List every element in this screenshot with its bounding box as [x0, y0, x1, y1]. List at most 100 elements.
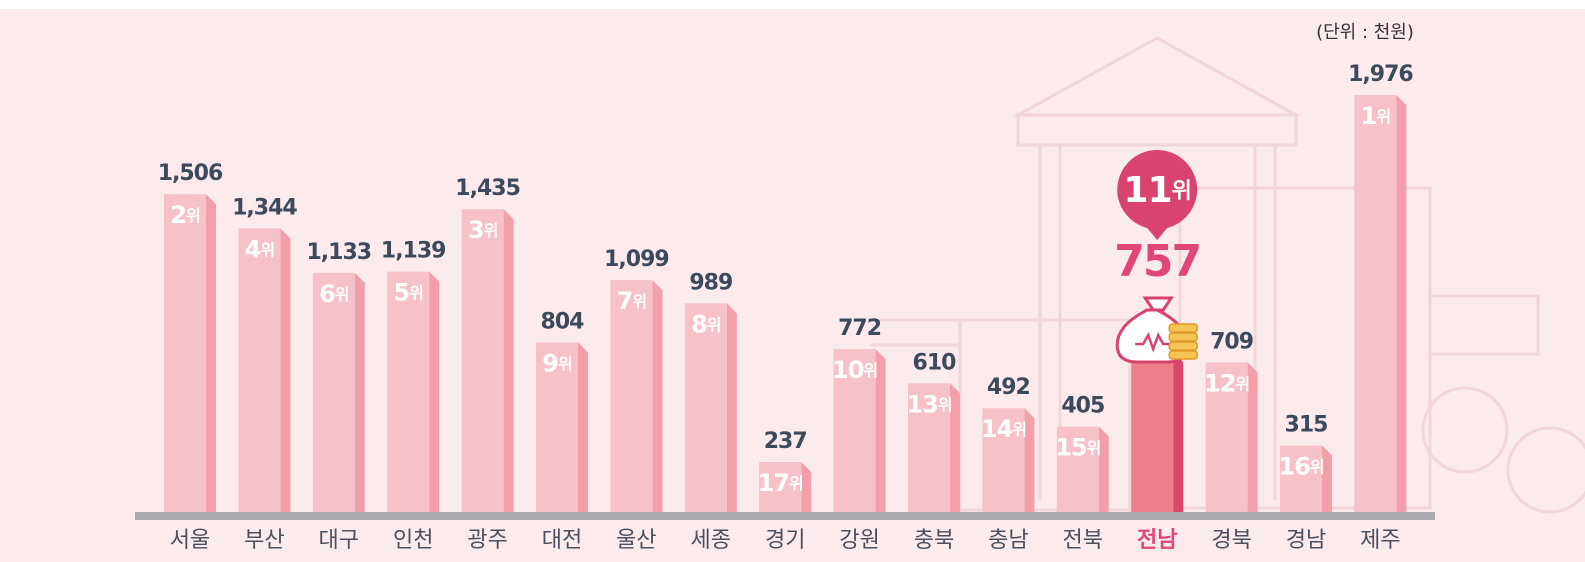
rank-unit: 위 [1087, 438, 1101, 457]
x-tick-label: 대전 [542, 528, 582, 553]
bar-side [503, 209, 514, 512]
bar [1280, 445, 1322, 512]
x-tick-label: 전남 [1137, 528, 1177, 553]
value-label: 772 [838, 316, 881, 341]
x-tick-label: 경남 [1286, 528, 1326, 553]
x-tick-label: 충남 [988, 528, 1028, 553]
rank-label: 17위 [758, 469, 803, 497]
x-tick-label: 울산 [616, 528, 656, 553]
rank-number: 8 [691, 310, 707, 338]
coin [1168, 332, 1198, 342]
rank-number: 17 [758, 469, 789, 497]
bar-side [1173, 352, 1184, 512]
bar [164, 194, 206, 512]
bar [684, 303, 727, 512]
x-tick-label: 서울 [170, 528, 210, 553]
rank-number: 11 [1124, 170, 1172, 211]
value-label: 804 [541, 309, 585, 334]
bar [759, 461, 802, 512]
won-sign [1135, 331, 1170, 353]
x-tick-label: 경기 [765, 528, 805, 553]
bar-side [1024, 408, 1035, 512]
rank-label: 3위 [468, 216, 497, 244]
rank-number: 1 [1361, 102, 1377, 130]
value-label: 610 [913, 350, 957, 375]
value-label: 1,506 [158, 161, 223, 186]
rank-label: 2위 [170, 201, 199, 229]
bar-side [1396, 95, 1407, 513]
rank-number: 12 [1204, 369, 1235, 397]
coin [1168, 341, 1198, 351]
rank-unit: 위 [1012, 420, 1026, 439]
rank-label: 5위 [393, 279, 422, 307]
rank-label: 6위 [319, 280, 348, 308]
rank-unit: 위 [335, 284, 349, 303]
callout-value: 757 [1114, 236, 1200, 287]
bar [908, 383, 950, 512]
bar-side [354, 272, 365, 512]
value-label: 405 [1061, 394, 1104, 419]
bar-side [1247, 362, 1258, 512]
bar [238, 228, 281, 512]
rank-unit: 위 [186, 206, 200, 225]
bar-side [950, 383, 960, 512]
bar-side [429, 271, 440, 512]
value-label: 492 [987, 375, 1030, 400]
bar-side [726, 303, 737, 512]
callout-bubble [1117, 150, 1198, 240]
bar-side [578, 342, 588, 512]
rank-number: 10 [832, 356, 864, 384]
rank-unit: 위 [1235, 374, 1249, 393]
unit-note: (단위 : 천원) [1316, 22, 1414, 43]
rank-number: 3 [468, 216, 484, 244]
rank-number: 6 [319, 280, 335, 308]
bar-side [1098, 426, 1109, 512]
callout-rank: 11위 [1124, 170, 1191, 211]
bar [1354, 95, 1397, 513]
money-icon [1115, 296, 1198, 364]
rank-number: 14 [981, 415, 1013, 443]
rank-label: 4위 [245, 235, 274, 263]
bar [833, 349, 876, 512]
value-label: 989 [689, 270, 732, 295]
rank-label: 12위 [1204, 369, 1249, 397]
rank-label: 16위 [1278, 453, 1323, 481]
rank-unit: 위 [558, 354, 572, 373]
rank-label: 1위 [1361, 102, 1390, 130]
x-tick-label: 제주 [1360, 528, 1400, 553]
rank-unit: 위 [1172, 179, 1191, 204]
bar [461, 209, 504, 512]
value-label: 315 [1285, 413, 1328, 438]
x-tick-label: 대구 [319, 528, 359, 553]
value-label: 1,133 [307, 240, 372, 265]
rank-label: 10위 [832, 356, 877, 384]
bar-side [1322, 445, 1332, 512]
rank-label: 9위 [542, 349, 571, 377]
rank-unit: 위 [409, 283, 423, 302]
rank-number: 13 [906, 390, 937, 418]
value-label: 709 [1210, 329, 1253, 354]
bar-side [875, 349, 886, 512]
x-tick-label: 부산 [244, 528, 284, 553]
bar [1205, 362, 1248, 512]
rank-unit: 위 [789, 473, 803, 492]
x-tick-label: 세종 [691, 528, 731, 553]
bar [1056, 426, 1099, 512]
bar-side [801, 461, 812, 512]
bar-side [206, 194, 216, 512]
bar [982, 408, 1025, 512]
bar-side [280, 228, 291, 512]
bar [536, 342, 578, 512]
x-tick-label: 전북 [1063, 528, 1103, 553]
rank-unit: 위 [1310, 457, 1324, 476]
rank-number: 15 [1055, 434, 1087, 462]
baseline [135, 512, 1435, 520]
rank-number: 9 [542, 349, 558, 377]
value-label: 1,344 [232, 195, 297, 220]
rank-number: 5 [393, 279, 409, 307]
bar [1131, 352, 1174, 512]
x-tick-label: 충북 [914, 528, 954, 553]
value-label: 237 [764, 429, 807, 454]
